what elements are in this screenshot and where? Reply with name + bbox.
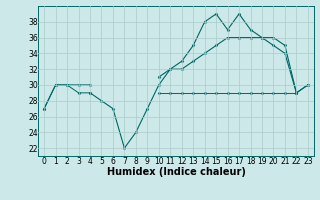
X-axis label: Humidex (Indice chaleur): Humidex (Indice chaleur) [107, 167, 245, 177]
